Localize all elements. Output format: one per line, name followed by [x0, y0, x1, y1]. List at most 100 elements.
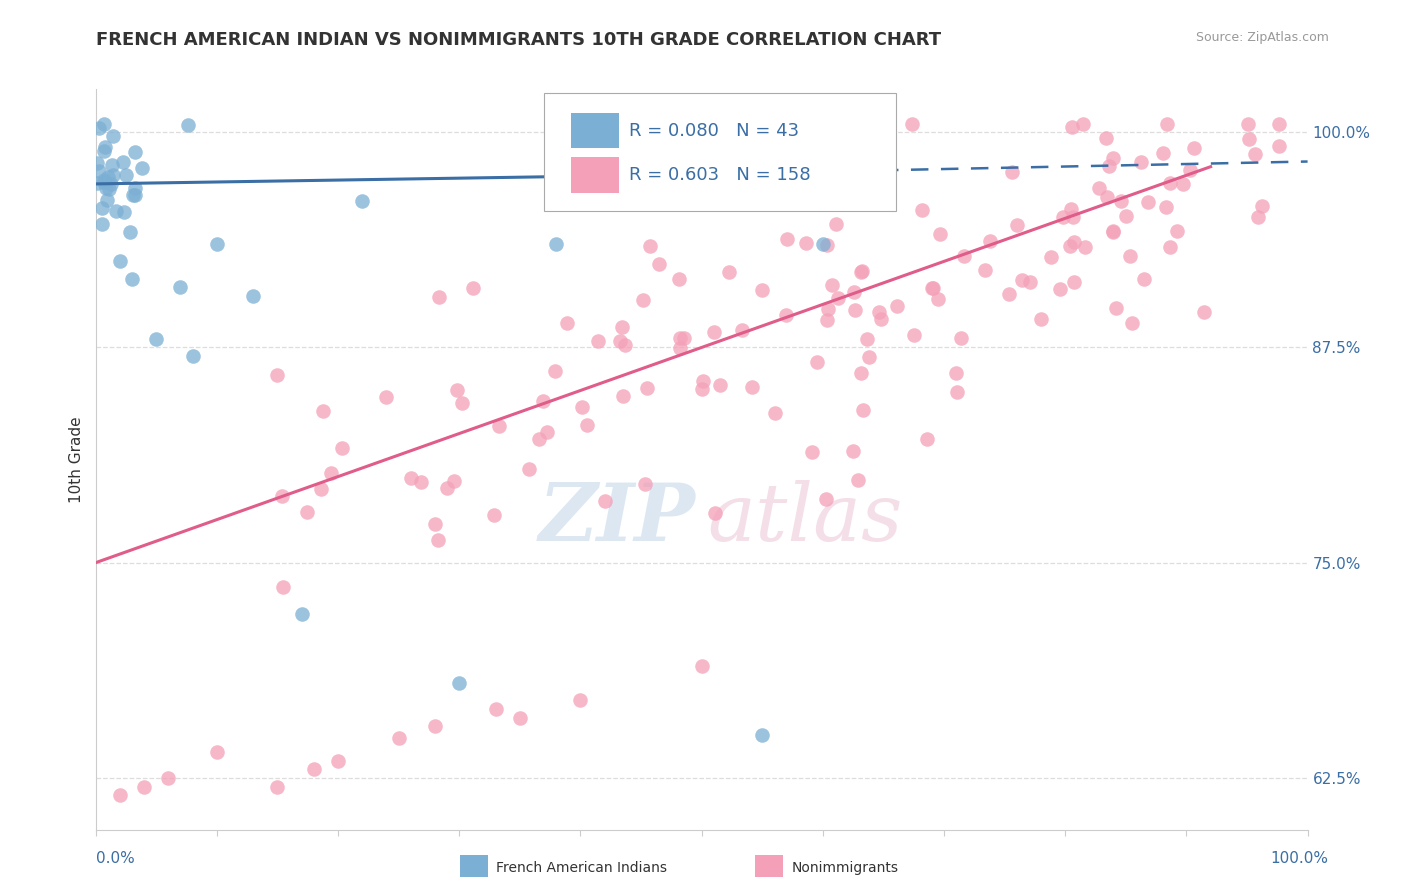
Point [482, 508, 505, 523]
Point [669, 331, 692, 345]
Point [399, 470, 422, 484]
Point [844, 302, 866, 317]
Point [794, 235, 817, 250]
Point [614, 338, 637, 352]
Point [815, 313, 838, 327]
Point [858, 350, 880, 364]
Point [271, 580, 294, 594]
Point [115, 168, 138, 182]
Point [690, 382, 713, 396]
Point [409, 475, 432, 490]
Point [811, 237, 834, 252]
Point [1095, 131, 1118, 145]
Point [1251, 199, 1274, 213]
Point [855, 332, 877, 346]
Point [1007, 219, 1029, 233]
Point [1237, 132, 1260, 146]
Point [86, 176, 108, 190]
Point [1159, 176, 1181, 190]
Point [449, 676, 471, 690]
Point [93, 144, 115, 158]
Point [205, 237, 228, 252]
Point [814, 492, 837, 507]
Point [326, 754, 349, 768]
Text: R = 0.080   N = 43: R = 0.080 N = 43 [628, 121, 799, 140]
Point [974, 262, 997, 277]
Point [436, 481, 458, 495]
Point [93, 173, 115, 187]
Point [312, 404, 335, 418]
Point [97, 169, 120, 184]
Point [112, 154, 135, 169]
Point [612, 388, 634, 402]
Point [1154, 201, 1177, 215]
Point [903, 328, 925, 343]
Point [266, 368, 288, 383]
Point [703, 506, 725, 520]
Point [1137, 194, 1160, 209]
Text: 0.0%: 0.0% [96, 852, 135, 866]
Point [169, 280, 191, 294]
Point [1063, 275, 1085, 289]
Point [997, 286, 1019, 301]
Point [866, 194, 889, 208]
Point [673, 331, 696, 345]
Point [96, 193, 118, 207]
Point [690, 659, 713, 673]
Point [668, 272, 690, 286]
Point [709, 378, 731, 392]
Point [1019, 275, 1042, 289]
Point [177, 118, 200, 132]
Point [98, 182, 121, 196]
Point [309, 483, 332, 497]
Point [860, 188, 883, 202]
Point [205, 745, 228, 759]
Point [509, 711, 531, 725]
Point [1159, 240, 1181, 254]
Point [628, 190, 651, 204]
Point [801, 445, 824, 459]
Point [100, 177, 122, 191]
FancyBboxPatch shape [571, 157, 619, 193]
Point [1152, 145, 1174, 160]
Point [633, 293, 655, 307]
Text: French American Indians: French American Indians [496, 861, 668, 875]
Point [775, 308, 797, 322]
Point [929, 227, 952, 241]
Point [319, 466, 342, 480]
Point [571, 400, 593, 414]
Point [121, 271, 143, 285]
Point [945, 367, 967, 381]
Point [1074, 240, 1097, 254]
Point [1166, 224, 1188, 238]
Point [90, 202, 112, 216]
Point [634, 477, 657, 491]
Point [849, 265, 872, 279]
Point [1059, 239, 1081, 253]
Point [1088, 181, 1111, 195]
Point [1247, 210, 1270, 224]
Point [1182, 141, 1205, 155]
Point [1049, 282, 1071, 296]
Point [1101, 151, 1123, 165]
Point [717, 265, 740, 279]
Point [423, 719, 446, 733]
Point [575, 417, 598, 432]
Point [668, 341, 690, 355]
Point [181, 349, 204, 363]
Point [1180, 163, 1202, 178]
Point [842, 285, 865, 300]
Point [612, 320, 634, 334]
Point [124, 181, 146, 195]
Point [451, 396, 474, 410]
Point [1102, 225, 1125, 239]
Point [921, 281, 943, 295]
Point [101, 128, 124, 143]
Point [426, 533, 449, 547]
Point [461, 281, 484, 295]
Point [87, 120, 110, 135]
Point [122, 187, 145, 202]
Point [131, 161, 153, 175]
Point [1029, 312, 1052, 326]
Point [1098, 159, 1121, 173]
